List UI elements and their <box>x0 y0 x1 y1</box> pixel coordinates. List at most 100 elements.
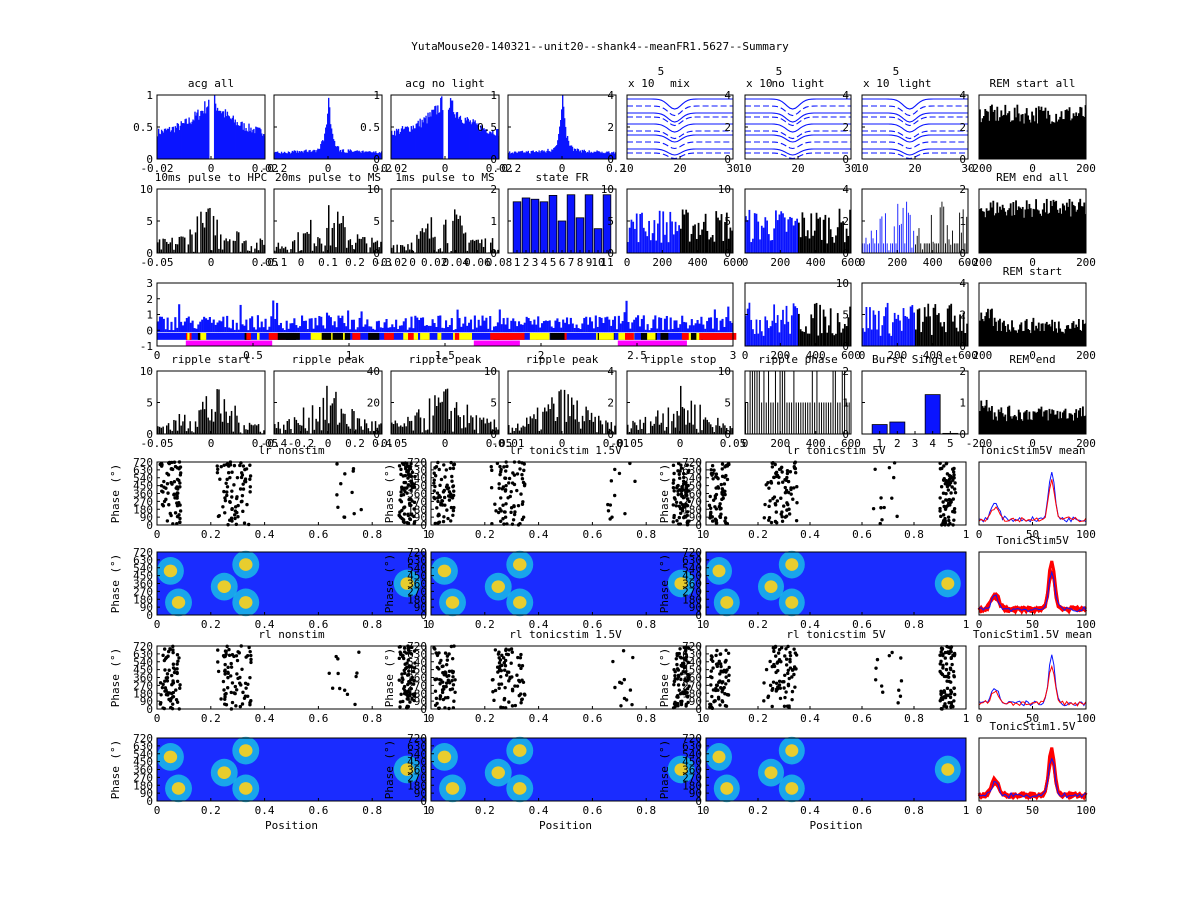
spike-dot <box>512 482 517 487</box>
spike-dot <box>672 471 676 476</box>
spike-dot <box>950 485 954 489</box>
spike-dot <box>792 486 796 490</box>
rem-bin <box>991 406 993 434</box>
y-tick-label: 2 <box>842 365 849 378</box>
rem-bin <box>1060 111 1063 159</box>
phase-bin <box>884 307 887 346</box>
hist-bin <box>715 425 717 434</box>
x-tick-label: 1 <box>697 618 704 631</box>
y-tick-label: 630 <box>133 464 153 477</box>
phase-bin <box>773 228 776 253</box>
rate-bin <box>277 325 281 333</box>
phase-bin <box>828 217 830 253</box>
hist-bin <box>601 424 604 434</box>
hist-bin <box>346 247 348 253</box>
y-tick-label: 0 <box>146 609 153 622</box>
phase-bin <box>824 214 827 253</box>
acg-bin <box>419 118 421 159</box>
spike-dot <box>952 510 957 514</box>
x-tick-label: -200 <box>966 349 993 362</box>
rem-bin <box>1051 205 1054 253</box>
hist-bin <box>660 422 663 434</box>
waveform-trace <box>627 134 733 143</box>
hist-bin <box>678 415 680 434</box>
hist-bin <box>329 405 332 434</box>
rem-bin <box>999 206 1001 253</box>
spike-dot <box>941 500 945 504</box>
spike-dot <box>678 655 682 659</box>
phase-bin <box>702 221 705 253</box>
spike-dot <box>684 493 688 497</box>
spike-dot <box>412 649 417 653</box>
panel-1: -0.2 0 0.200.51 <box>261 89 392 175</box>
phase-bin <box>653 220 656 253</box>
heat-peak <box>445 596 460 609</box>
spike-dot <box>778 696 783 701</box>
spike-dot <box>407 669 411 673</box>
x-tick-label: 1 <box>963 712 970 725</box>
hist-bin <box>574 419 577 434</box>
hist-bin <box>542 411 544 434</box>
acg-bin <box>306 151 308 159</box>
hist-bin <box>245 429 247 434</box>
spike-dot <box>249 699 253 703</box>
phase-bin <box>911 305 914 346</box>
rem-bin <box>1059 116 1062 159</box>
acg-bin <box>203 113 205 159</box>
phase-bar <box>800 402 802 434</box>
spike-dot <box>711 471 715 475</box>
rate-bin <box>519 324 522 333</box>
x-tick-label: 0.05 <box>720 437 747 450</box>
spike-dot <box>679 699 683 704</box>
phase-bin <box>943 321 946 346</box>
spike-dot <box>225 485 230 489</box>
hist-bin <box>416 412 418 434</box>
panel-title: rl nonstim <box>258 628 325 641</box>
acg-bin <box>410 126 413 159</box>
waveform-trace <box>627 141 733 150</box>
hist-bin <box>445 219 447 253</box>
acg-bin <box>303 150 305 159</box>
panel-title: lr tonicstim 5V <box>786 444 886 457</box>
hist-bin <box>301 250 303 253</box>
phase-bin <box>900 330 903 346</box>
waveform-trace <box>862 148 968 156</box>
rate-bin <box>381 327 384 333</box>
hist-bin <box>421 432 424 434</box>
y-tick-label: 0 <box>724 247 731 260</box>
phase-bin <box>718 220 721 253</box>
acg-bin <box>565 137 568 159</box>
y-tick-label: 540 <box>682 472 702 485</box>
rem-bin <box>1009 416 1012 434</box>
spike-dot <box>410 481 414 485</box>
y-tick-label: 10 <box>484 365 497 378</box>
spike-dot <box>215 470 220 475</box>
acg-bin <box>396 130 399 159</box>
spike-dot <box>770 688 774 692</box>
spike-dot <box>159 700 163 705</box>
trace-line <box>978 560 1088 615</box>
rem-bin <box>1072 113 1075 159</box>
spike-dot <box>671 503 675 507</box>
rate-bin <box>610 325 613 333</box>
heat-peak <box>513 596 527 609</box>
y-tick-label: 1 <box>490 89 497 102</box>
state-segment <box>624 332 634 340</box>
x-tick-label: 1 <box>346 349 353 362</box>
rem-bin <box>1003 320 1005 346</box>
spike-dot <box>451 463 456 467</box>
rate-bin <box>469 319 473 333</box>
spike-dot <box>511 471 515 475</box>
hist-bin <box>274 250 276 253</box>
hist-bin <box>396 244 398 253</box>
x-tick-label: 50 <box>1026 528 1039 541</box>
state-segment <box>321 332 332 340</box>
acg-bin <box>461 122 464 159</box>
y-tick-label: 5 <box>490 397 497 410</box>
panel-37: 0 0.2 0.4 0.6 0.8 1090180270360450540630720rl… <box>383 628 703 725</box>
spike-dot <box>782 686 786 690</box>
phase-bin <box>867 244 869 253</box>
spike-dot <box>222 655 227 659</box>
spike-dot <box>786 671 790 676</box>
hist-bin <box>293 240 296 253</box>
